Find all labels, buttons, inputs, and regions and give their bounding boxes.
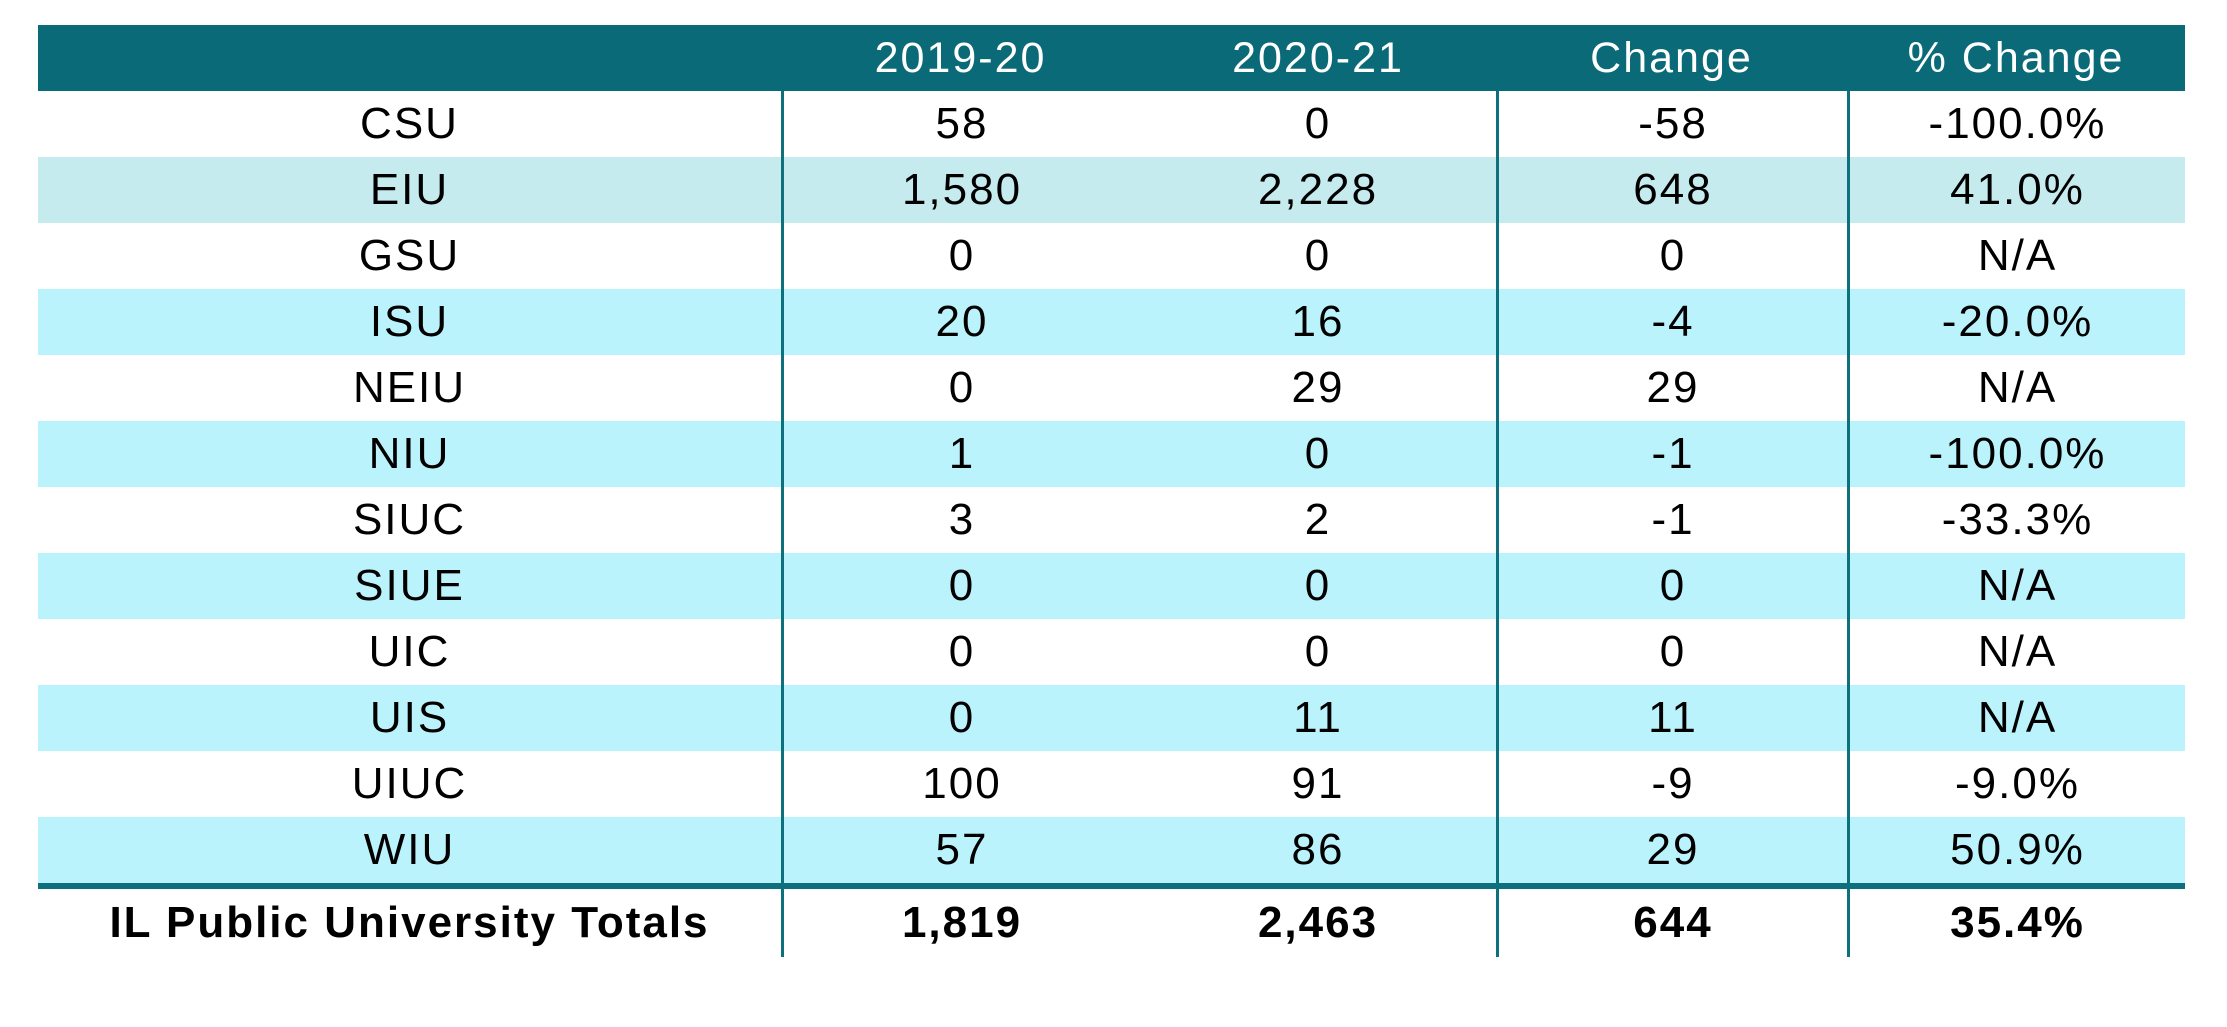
- header-pct-change: % Change: [1907, 33, 2125, 82]
- value-2020-21-cell: 0: [1304, 627, 1332, 676]
- value-2019-20-cell: 0: [781, 685, 1140, 751]
- university-name-cell: SIUE: [354, 561, 465, 610]
- university-name-cell: WIU: [363, 825, 456, 874]
- pct-change-cell: -20.0%: [1847, 289, 2185, 355]
- change-cell: -1: [1496, 421, 1847, 487]
- value-2019-20-cell: 100: [781, 751, 1140, 817]
- value-2020-21-cell: 2,228: [1257, 165, 1379, 214]
- totals-change-cell: 644: [1496, 889, 1847, 957]
- university-name-cell: CSU: [360, 99, 459, 148]
- pct-change-cell: -33.3%: [1847, 487, 2185, 553]
- change-cell: 0: [1496, 553, 1847, 619]
- header-2020-21: 2020-21: [1232, 33, 1404, 82]
- value-2020-21-cell: 86: [1291, 825, 1345, 874]
- change-cell: 29: [1496, 355, 1847, 421]
- value-2020-21-cell: 11: [1293, 693, 1343, 742]
- university-name-cell: SIUC: [352, 495, 467, 544]
- value-2020-21-cell: 29: [1291, 363, 1345, 412]
- change-cell: 11: [1496, 685, 1847, 751]
- pct-change-cell: -100.0%: [1847, 421, 2185, 487]
- header-university-column: [38, 25, 781, 91]
- table-row-gsu: GSU 0 0 0 N/A: [38, 223, 2185, 289]
- table-row-uiuc: UIUC 100 91 -9 -9.0%: [38, 751, 2185, 817]
- pct-change-cell: 50.9%: [1847, 817, 2185, 883]
- value-2020-21-cell: 2: [1304, 495, 1332, 544]
- totals-label: IL Public University Totals: [109, 898, 710, 947]
- table-row-wiu: WIU 57 86 29 50.9%: [38, 817, 2185, 883]
- change-cell: -9: [1496, 751, 1847, 817]
- value-2019-20-cell: 0: [781, 355, 1140, 421]
- change-cell: 29: [1496, 817, 1847, 883]
- value-2019-20-cell: 20: [781, 289, 1140, 355]
- pct-change-cell: N/A: [1847, 355, 2185, 421]
- value-2019-20-cell: 0: [781, 619, 1140, 685]
- university-name-cell: EIU: [369, 165, 450, 214]
- table-row-uis: UIS 0 11 11 N/A: [38, 685, 2185, 751]
- table-row-totals: IL Public University Totals 1,819 2,463 …: [38, 889, 2185, 957]
- value-2019-20-cell: 1: [781, 421, 1140, 487]
- pct-change-cell: N/A: [1847, 619, 2185, 685]
- totals-separator-rule: [38, 883, 2185, 889]
- header-change: Change: [1590, 33, 1753, 82]
- table-row-eiu: EIU 1,580 2,228 648 41.0%: [38, 157, 2185, 223]
- value-2020-21-cell: 0: [1304, 429, 1332, 478]
- university-name-cell: UIUC: [351, 759, 468, 808]
- change-cell: -4: [1496, 289, 1847, 355]
- university-name-cell: UIC: [368, 627, 451, 676]
- change-cell: 0: [1496, 223, 1847, 289]
- university-name-cell: UIS: [369, 693, 450, 742]
- university-name-cell: ISU: [369, 297, 450, 346]
- value-2019-20-cell: 0: [781, 553, 1140, 619]
- table-row-uic: UIC 0 0 0 N/A: [38, 619, 2185, 685]
- change-cell: -1: [1496, 487, 1847, 553]
- table-row-isu: ISU 20 16 -4 -20.0%: [38, 289, 2185, 355]
- table-row-neiu: NEIU 0 29 29 N/A: [38, 355, 2185, 421]
- table-header-row: 2019-20 2020-21 Change % Change: [38, 25, 2185, 91]
- value-2019-20-cell: 58: [781, 91, 1140, 157]
- value-2019-20-cell: 0: [781, 223, 1140, 289]
- value-2019-20-cell: 1,580: [781, 157, 1140, 223]
- change-cell: -58: [1496, 91, 1847, 157]
- change-cell: 648: [1496, 157, 1847, 223]
- pct-change-cell: N/A: [1847, 685, 2185, 751]
- header-2019-20: 2019-20: [874, 33, 1047, 82]
- university-enrollment-table: 2019-20 2020-21 Change % Change CSU 58 0…: [38, 25, 2185, 957]
- pct-change-cell: N/A: [1847, 223, 2185, 289]
- university-name-cell: NEIU: [352, 363, 467, 412]
- totals-pct-change-cell: 35.4%: [1847, 889, 2185, 957]
- university-name-cell: NIU: [368, 429, 451, 478]
- table-row-niu: NIU 1 0 -1 -100.0%: [38, 421, 2185, 487]
- pct-change-cell: 41.0%: [1847, 157, 2185, 223]
- value-2020-21-cell: 0: [1304, 231, 1332, 280]
- pct-change-cell: N/A: [1847, 553, 2185, 619]
- value-2019-20-cell: 3: [781, 487, 1140, 553]
- pct-change-cell: -9.0%: [1847, 751, 2185, 817]
- table-row-csu: CSU 58 0 -58 -100.0%: [38, 91, 2185, 157]
- change-cell: 0: [1496, 619, 1847, 685]
- value-2020-21-cell: 0: [1304, 561, 1332, 610]
- university-name-cell: GSU: [358, 231, 461, 280]
- value-2020-21-cell: 16: [1291, 297, 1345, 346]
- table-row-siuc: SIUC 3 2 -1 -33.3%: [38, 487, 2185, 553]
- totals-2019-20-cell: 1,819: [781, 889, 1140, 957]
- pct-change-cell: -100.0%: [1847, 91, 2185, 157]
- table-row-siue: SIUE 0 0 0 N/A: [38, 553, 2185, 619]
- value-2019-20-cell: 57: [781, 817, 1140, 883]
- totals-2020-21-cell: 2,463: [1257, 898, 1379, 947]
- value-2020-21-cell: 0: [1304, 99, 1332, 148]
- value-2020-21-cell: 91: [1291, 759, 1345, 808]
